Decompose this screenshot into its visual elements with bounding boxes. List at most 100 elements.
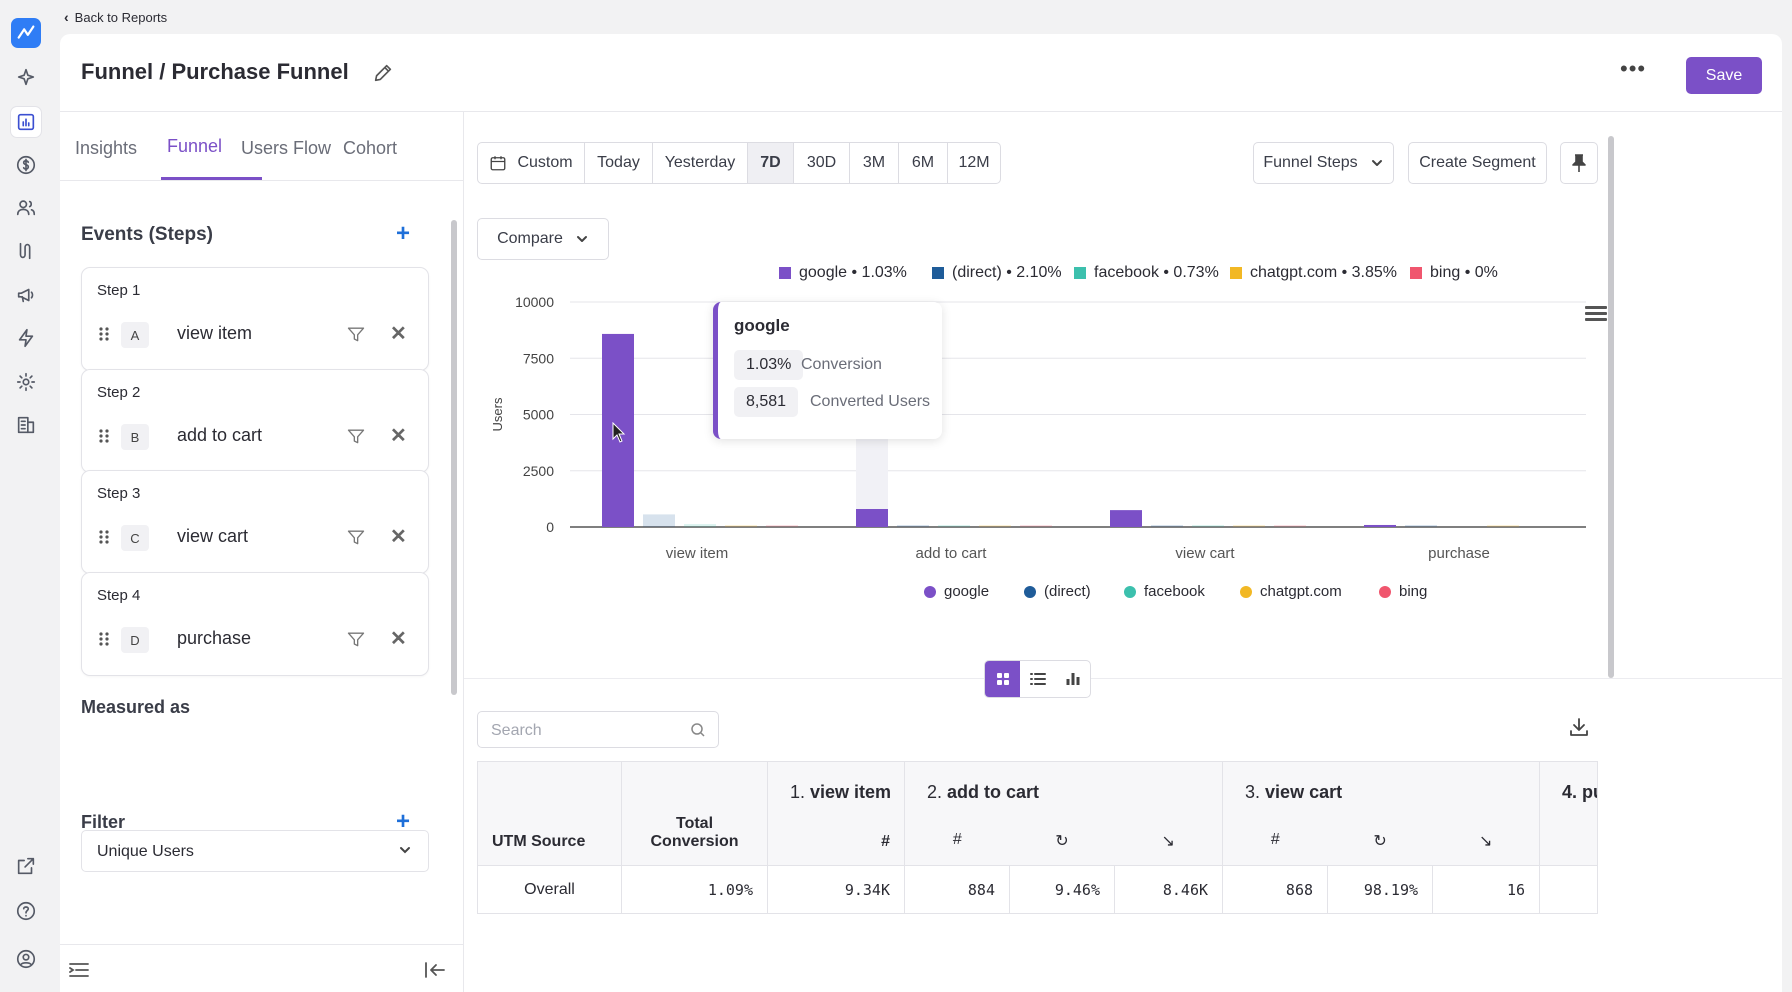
list-view-button[interactable] (1020, 661, 1055, 697)
building-icon[interactable] (11, 410, 41, 440)
legend-bottom-direct[interactable]: (direct) (1024, 583, 1091, 600)
add-filter-button[interactable]: + (396, 808, 411, 835)
gear-icon[interactable] (11, 367, 41, 397)
step-header: 3. view cart (1245, 782, 1342, 803)
legend-swatch (1410, 267, 1422, 279)
drag-handle-icon[interactable] (98, 326, 110, 342)
step-event-name[interactable]: view item (177, 323, 253, 343)
more-options-button[interactable]: ••• (1620, 56, 1647, 81)
filter-icon[interactable] (346, 527, 368, 549)
remove-step-icon[interactable]: ✕ (390, 526, 407, 548)
filter-icon[interactable] (346, 426, 368, 448)
tab-users-flow[interactable]: Users Flow (241, 138, 332, 158)
col-view-cart[interactable]: 3. view cart # ↻ ↘ (1222, 761, 1541, 866)
date-option-6m[interactable]: 6M (899, 143, 948, 183)
funnel-table: UTM Source Total Conversion 1. view item… (477, 761, 1599, 914)
tab-cohort[interactable]: Cohort (343, 138, 398, 158)
search-input[interactable]: Search (477, 711, 719, 748)
external-link-icon[interactable] (11, 851, 41, 881)
drag-handle-icon[interactable] (98, 428, 110, 444)
date-option-7d[interactable]: 7D (748, 143, 794, 183)
date-option-30d[interactable]: 30D (794, 143, 850, 183)
legend-label: facebook • 0.73% (1094, 264, 1219, 281)
step-event-name[interactable]: purchase (177, 628, 252, 648)
legend-dot (1240, 585, 1252, 598)
bar-direct-view-item (643, 514, 675, 527)
legend-item-facebook[interactable]: facebook • 0.73% (1074, 264, 1219, 282)
table-row[interactable]: Overall 1.09% 9.34K 884 9.46% 8.46K 868 … (477, 865, 1599, 914)
main-scrollbar[interactable] (1608, 136, 1614, 678)
remove-step-icon[interactable]: ✕ (390, 425, 407, 447)
dollar-icon[interactable] (11, 150, 41, 180)
tooltip-users-value: 8,581 (734, 387, 799, 417)
tab-insights[interactable]: Insights (75, 138, 138, 158)
filter-icon[interactable] (346, 629, 368, 651)
y-tick-label: 0 (546, 519, 554, 535)
pin-button[interactable] (1560, 142, 1598, 184)
col-total-conversion[interactable]: Total Conversion (621, 761, 768, 866)
col-purchase[interactable]: 4. pu (1539, 761, 1599, 866)
funnel-steps-dropdown[interactable]: Funnel Steps (1253, 142, 1394, 184)
cell-step2-rate: 9.46% (1009, 865, 1115, 914)
step-letter: D (121, 627, 149, 653)
sparkle-icon[interactable] (11, 62, 41, 92)
legend-swatch (779, 267, 791, 279)
legend-item-chatgpt[interactable]: chatgpt.com • 3.85% (1230, 264, 1397, 282)
legend-swatch (1230, 267, 1242, 279)
step-event-name[interactable]: view cart (177, 526, 249, 546)
legend-bottom-chatgpt[interactable]: chatgpt.com (1240, 583, 1342, 600)
filter-icon[interactable] (346, 324, 368, 346)
remove-step-icon[interactable]: ✕ (390, 628, 407, 650)
date-option-yesterday[interactable]: Yesterday (653, 143, 748, 183)
col-utm-source[interactable]: UTM Source (477, 761, 622, 866)
lightning-icon[interactable] (11, 323, 41, 353)
date-option-label: Custom (517, 154, 573, 171)
chart-view-button[interactable] (1055, 661, 1090, 697)
tab-funnel[interactable]: Funnel (167, 136, 223, 156)
step-event-name[interactable]: add to cart (177, 425, 263, 445)
panel-scrollbar[interactable] (451, 220, 457, 695)
collapse-list-icon[interactable] (69, 962, 89, 978)
chart-menu-icon[interactable] (1585, 306, 1607, 322)
help-icon[interactable] (11, 896, 41, 926)
account-icon[interactable] (11, 944, 41, 974)
legend-item-bing[interactable]: bing • 0% (1410, 264, 1498, 282)
col-add-to-cart[interactable]: 2. add to cart # ↻ ↘ (903, 761, 1224, 866)
legend-bottom-bing[interactable]: bing (1379, 583, 1427, 600)
compare-dropdown[interactable]: Compare (477, 218, 609, 260)
legend-bottom-facebook[interactable]: facebook (1124, 583, 1205, 600)
download-icon[interactable] (1568, 716, 1590, 738)
users-icon[interactable] (11, 193, 41, 223)
measured-as-select[interactable]: Unique Users (81, 830, 429, 872)
drag-handle-icon[interactable] (98, 529, 110, 545)
legend-item-google[interactable]: google • 1.03% (779, 264, 907, 282)
report-header: Funnel / Purchase Funnel ••• Save (60, 34, 1782, 112)
step-name: add to cart (947, 782, 1040, 802)
bar-bing-add-to-cart (1020, 525, 1052, 527)
sub-headers: # ↻ ↘ (905, 831, 1222, 865)
save-button[interactable]: Save (1686, 57, 1762, 94)
date-option-today[interactable]: Today (585, 143, 653, 183)
legend-item-direct[interactable]: (direct) • 2.10% (932, 264, 1062, 282)
legend-bottom-google[interactable]: google (924, 583, 989, 600)
collapse-panel-icon[interactable] (424, 961, 446, 979)
create-segment-button[interactable]: Create Segment (1408, 142, 1547, 184)
date-option-12m[interactable]: 12M (958, 154, 990, 171)
legend-swatch (1074, 267, 1086, 279)
edit-title-icon[interactable] (372, 62, 394, 84)
flow-icon[interactable] (11, 236, 41, 266)
bar-chatgptcom-add-to-cart (979, 525, 1011, 527)
logo-icon[interactable] (11, 18, 41, 48)
back-to-reports-link[interactable]: ‹ Back to Reports (64, 9, 167, 25)
reports-icon[interactable] (11, 107, 41, 137)
add-event-button[interactable]: + (396, 220, 411, 247)
date-option-custom[interactable]: Custom (478, 143, 585, 183)
drag-handle-icon[interactable] (98, 631, 110, 647)
filter-title: Filter (81, 812, 126, 832)
date-option-3m[interactable]: 3M (850, 143, 899, 183)
legend-label: chatgpt.com (1260, 583, 1342, 600)
col-view-item[interactable]: 1. view item # (767, 761, 905, 866)
megaphone-icon[interactable] (11, 280, 41, 310)
remove-step-icon[interactable]: ✕ (390, 323, 407, 345)
grid-view-button[interactable] (985, 661, 1020, 697)
